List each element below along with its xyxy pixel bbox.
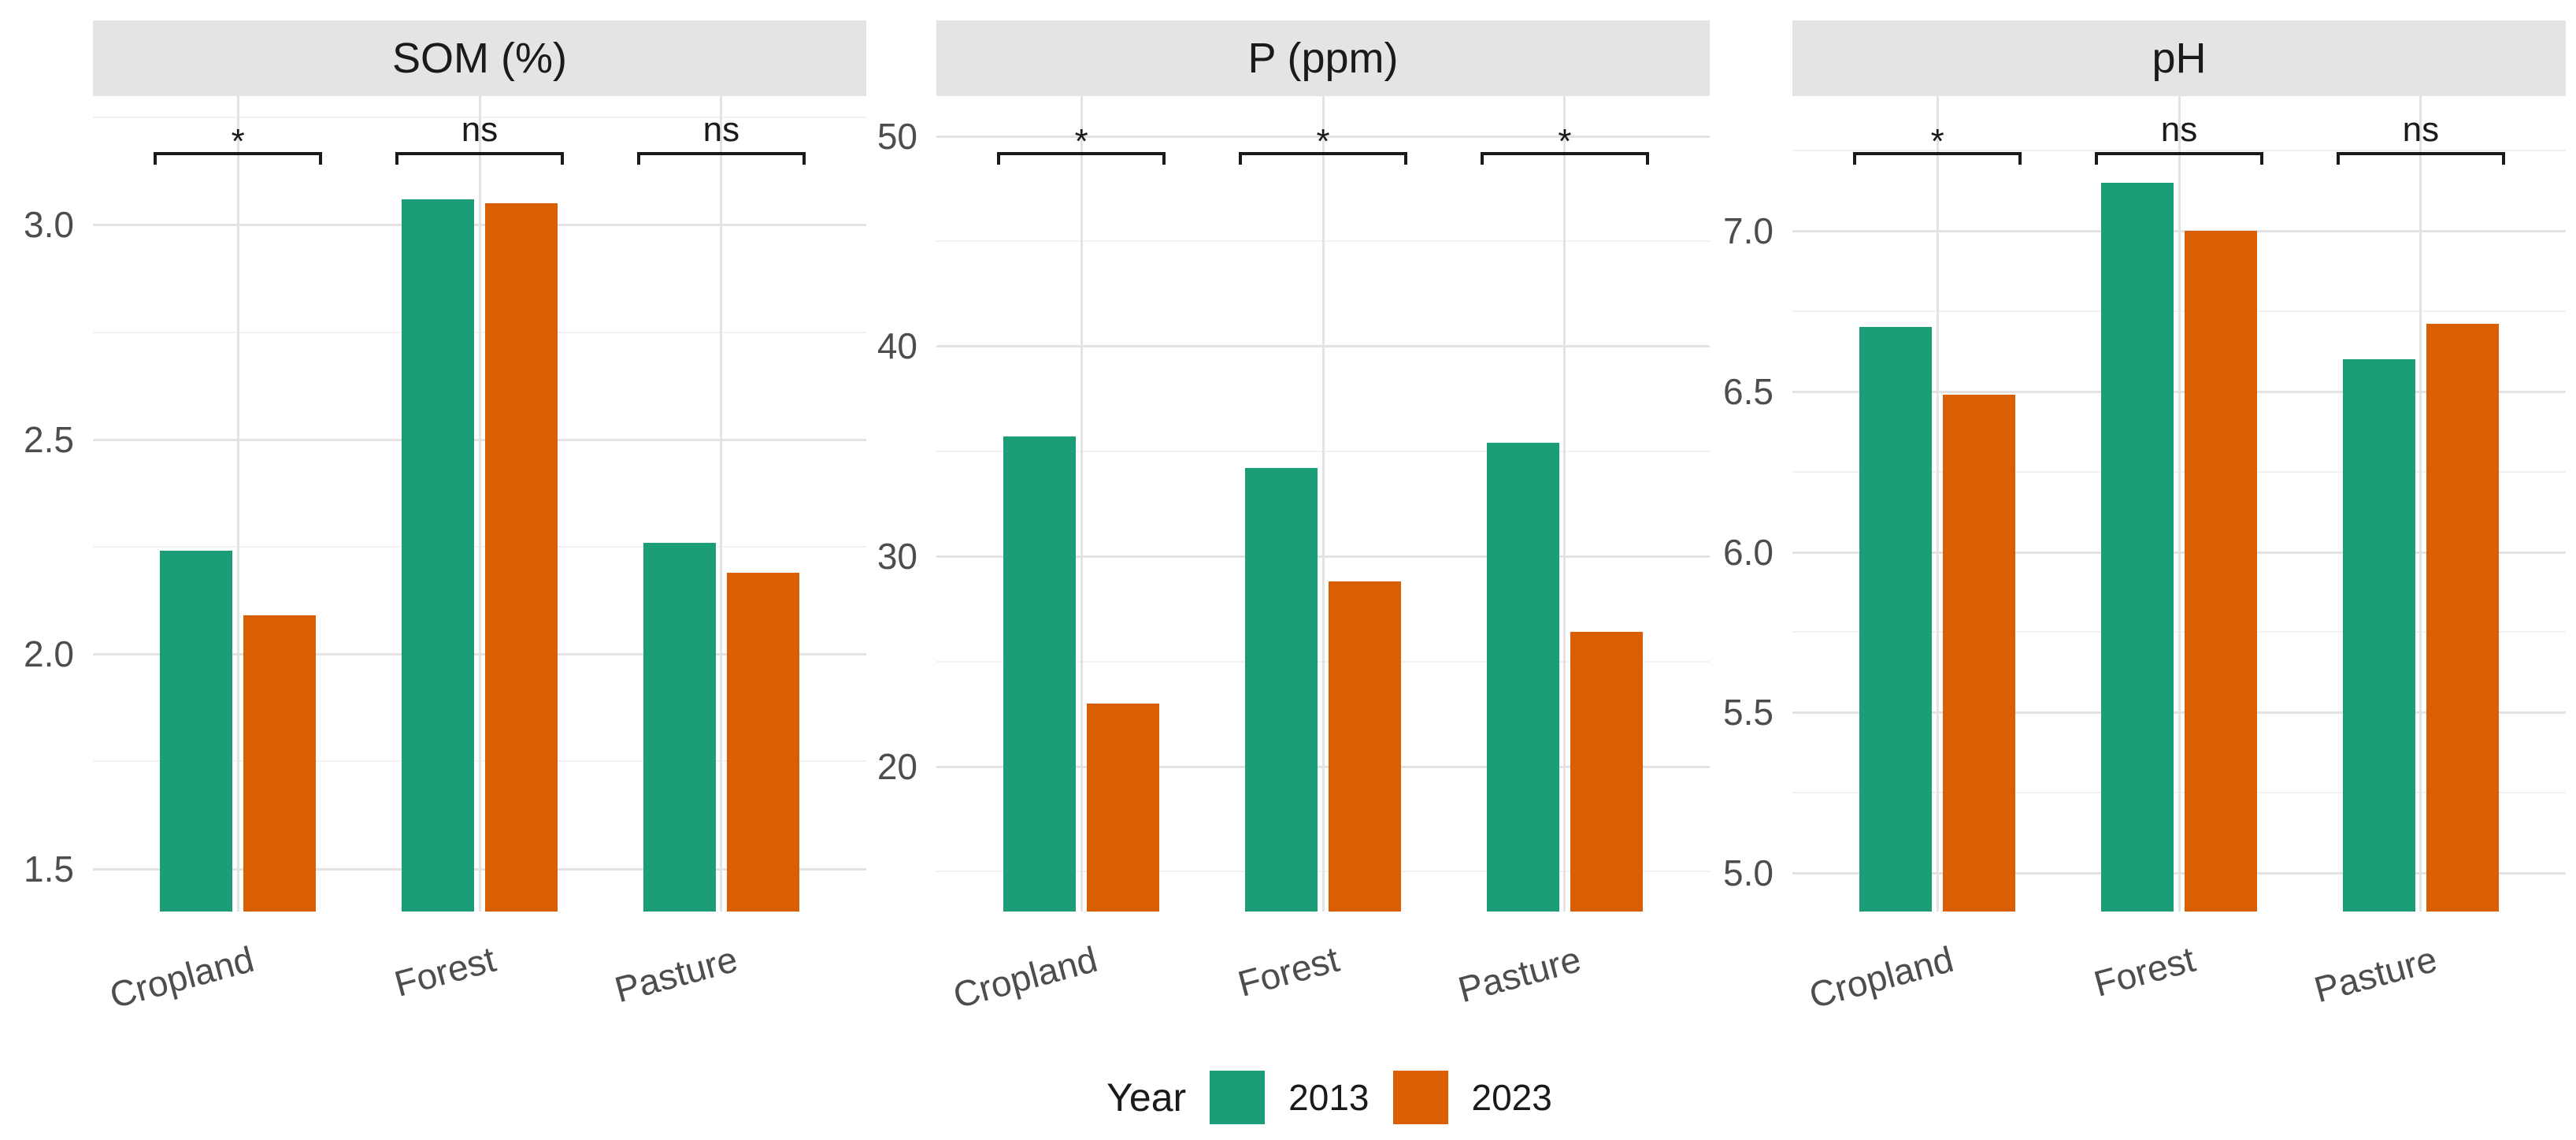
x-axis-label: Forest [1233,938,1344,1004]
y-tick-label: 6.5 [1723,370,1774,412]
significance-bracket-tick [2018,152,2022,165]
bar-cropland-2013 [160,551,233,912]
legend-item-2023: 2023 [1392,1071,1552,1124]
significance-bracket-tick [2501,152,2505,165]
significance-bracket-line [2095,152,2263,155]
legend-item-2013: 2013 [1210,1071,1370,1124]
y-tick-label: 40 [877,325,917,367]
bar-forest-2023 [2185,231,2257,912]
significance-label: * [1558,122,1572,161]
gridline-vertical [2419,96,2422,912]
y-tick-label: 20 [877,745,917,787]
legend: Year 2013 2023 [93,1066,2566,1129]
significance-bracket-line [154,152,323,155]
significance-label: ns [461,110,499,149]
y-tick-label: 50 [877,115,917,157]
significance-bracket-tick [154,152,158,165]
significance-bracket-tick [1404,152,1407,165]
bar-forest-2013 [1245,468,1318,912]
significance-label: * [1074,122,1088,161]
gridline-vertical [236,96,239,912]
significance-bracket-tick [1480,152,1484,165]
bar-pasture-2013 [643,542,716,912]
significance-label: * [1316,122,1330,161]
x-axis-label: Cropland [106,938,258,1016]
significance-label: ns [2160,110,2198,149]
bar-cropland-2023 [1943,394,2016,912]
facet-strip: P (ppm) [936,20,1710,96]
x-axis-label: Pasture [1454,938,1585,1011]
gridline-vertical [2178,96,2181,912]
x-axis-label: Forest [390,938,500,1004]
gridline-vertical [1321,96,1325,912]
gridline-vertical [1080,96,1083,912]
bar-cropland-2013 [1003,436,1077,912]
significance-bracket-line [1853,152,2022,155]
bar-forest-2013 [402,199,474,912]
facet-strip: SOM (%) [93,20,866,96]
legend-swatch-2013 [1210,1071,1266,1124]
bar-pasture-2013 [1486,443,1559,912]
bar-pasture-2023 [2426,324,2499,912]
significance-bracket-line [636,152,806,155]
significance-bracket-tick [1853,152,1857,165]
legend-label-2013: 2013 [1288,1077,1370,1118]
y-tick-label: 6.0 [1723,531,1774,573]
significance-bracket-tick [395,152,398,165]
y-tick-label: 7.0 [1723,210,1774,252]
significance-bracket-line [2336,152,2505,155]
significance-bracket-line [395,152,564,155]
gridline-vertical [1936,96,1939,912]
significance-bracket-tick [319,152,323,165]
significance-label: ns [702,110,740,149]
x-axis-label: Pasture [610,938,742,1011]
significance-label: * [1930,122,1944,161]
y-tick-label: 30 [877,536,917,577]
y-tick-label: 5.0 [1723,852,1774,894]
bar-cropland-2013 [1859,327,1933,912]
significance-bracket-tick [997,152,1001,165]
y-tick-label: 5.5 [1723,692,1774,733]
x-axis-label: Cropland [1805,938,1958,1016]
significance-bracket-line [1480,152,1649,155]
gridline-vertical [720,96,723,912]
significance-bracket-tick [636,152,640,165]
bar-cropland-2023 [1087,703,1160,912]
significance-bracket-tick [2260,152,2263,165]
significance-bracket-tick [1645,152,1649,165]
bar-pasture-2023 [726,572,799,912]
bar-forest-2023 [485,203,558,912]
bar-forest-2023 [1329,581,1401,912]
significance-bracket-tick [1239,152,1242,165]
x-axis-label: Cropland [949,938,1102,1016]
y-tick-label: 2.0 [24,633,74,675]
significance-bracket-tick [2095,152,2098,165]
y-tick-label: 2.5 [24,418,74,460]
bar-pasture-2023 [1570,632,1643,912]
significance-bracket-line [997,152,1166,155]
y-tick-label: 1.5 [24,848,74,889]
significance-bracket-tick [1162,152,1166,165]
significance-bracket-tick [561,152,564,165]
bar-pasture-2013 [2342,359,2415,912]
significance-bracket-tick [2336,152,2340,165]
x-axis-label: Pasture [2310,938,2441,1011]
facet-strip: pH [1792,20,2566,96]
significance-label: * [231,122,245,161]
significance-label: ns [2402,110,2440,149]
legend-label-2023: 2023 [1471,1077,1552,1118]
x-axis-label: Forest [2089,938,2200,1004]
legend-swatch-2023 [1392,1071,1448,1124]
significance-bracket-tick [802,152,806,165]
y-tick-label: 3.0 [24,204,74,246]
legend-title: Year [1106,1075,1187,1120]
bar-cropland-2023 [243,615,317,912]
significance-bracket-line [1239,152,1407,155]
gridline-vertical [478,96,481,912]
bar-forest-2013 [2101,183,2174,912]
gridline-vertical [1563,96,1566,912]
